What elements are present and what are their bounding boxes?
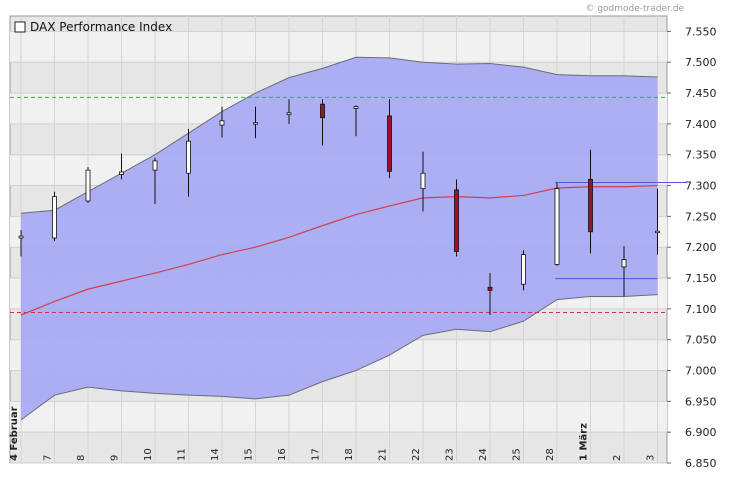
- x-tick-label: 24: [478, 448, 489, 461]
- y-tick-label: 7.050: [685, 334, 717, 347]
- y-tick-label: 6.950: [685, 395, 717, 408]
- y-tick-label: 7.400: [685, 118, 717, 131]
- y-tick-label: 7.150: [685, 272, 717, 285]
- candle-body: [186, 140, 191, 174]
- moving-average-line: [20, 184, 658, 316]
- x-tick-label: 7: [43, 455, 54, 461]
- y-tick-label: 7.250: [685, 210, 717, 223]
- y-tick-label: 7.200: [685, 241, 717, 254]
- y-axis: 6.850 6.900 6.950 7.000 7.050 7.100 7.150 7.200…: [667, 25, 717, 470]
- candle-body: [18, 235, 24, 239]
- candle-body: [588, 178, 593, 233]
- y-tick-label: 7.550: [685, 25, 717, 38]
- x-tick-label: 2: [612, 455, 623, 461]
- x-tick-label: 3: [646, 455, 657, 461]
- candle-body: [119, 171, 124, 175]
- candle-body: [454, 189, 459, 252]
- x-tick-label: 9: [110, 455, 121, 461]
- candle-body: [521, 254, 526, 285]
- candle-body: [487, 286, 493, 291]
- candle-body: [420, 172, 426, 190]
- watermark: © godmode-trader.de: [585, 4, 684, 14]
- x-tick-label: 16: [277, 448, 288, 461]
- x-tick-label: 25: [512, 448, 523, 461]
- y-tick-label: 7.100: [685, 303, 717, 316]
- x-tick-label: 10: [143, 448, 154, 461]
- x-tick-label: 8: [76, 455, 87, 461]
- x-tick-label: 17: [311, 448, 322, 461]
- x-tick-label: 21: [378, 448, 389, 461]
- x-tick-label: 4 Februar: [9, 406, 20, 461]
- candle-body: [621, 259, 627, 268]
- y-tick-label: 7.450: [685, 87, 717, 100]
- channel: [555, 181, 687, 280]
- y-tick-label: 7.300: [685, 180, 717, 193]
- candle-body: [353, 106, 359, 109]
- y-tick-label: 7.500: [685, 56, 717, 69]
- x-tick-label: 1 März: [579, 423, 590, 461]
- legend: DAX Performance Index: [14, 20, 172, 34]
- lower-band-line: [20, 294, 658, 421]
- candle-body: [554, 188, 560, 265]
- y-tick-label: 7.000: [685, 365, 717, 378]
- grid-stripe: [10, 401, 667, 433]
- x-tick-label: 22: [411, 448, 422, 461]
- x-tick-label: 11: [177, 448, 188, 461]
- y-tick-label: 6.900: [685, 426, 717, 439]
- band: [20, 56, 658, 421]
- legend-label: DAX Performance Index: [30, 20, 172, 34]
- candle-body: [320, 103, 325, 119]
- x-tick-label: 28: [545, 448, 556, 461]
- candle-body: [85, 169, 91, 202]
- x-tick-label: 14: [210, 448, 221, 461]
- candle-body: [286, 112, 292, 116]
- y-tick-label: 7.350: [685, 149, 717, 162]
- x-axis: 4 Februar 7 8 9 10 11 14 15 16 17 18 21 22 23 24 25 28 1 …: [9, 406, 657, 461]
- y-tick-label: 6.850: [685, 457, 717, 470]
- candle-body: [655, 230, 660, 234]
- x-tick-label: 23: [445, 448, 456, 461]
- moving-average: [20, 184, 658, 316]
- legend-swatch: [14, 21, 26, 33]
- candle-body: [387, 115, 392, 172]
- candle-body: [52, 196, 57, 239]
- candles: [18, 99, 660, 316]
- candle-body: [219, 120, 225, 126]
- upper-band-line: [20, 56, 658, 214]
- x-tick-label: 18: [344, 448, 355, 461]
- candle-body: [253, 122, 258, 125]
- grid-stripe: [10, 31, 667, 63]
- candle-body: [152, 160, 158, 171]
- x-tick-label: 15: [244, 448, 255, 461]
- horizontal-lines: [10, 96, 667, 314]
- band-area: [21, 57, 658, 420]
